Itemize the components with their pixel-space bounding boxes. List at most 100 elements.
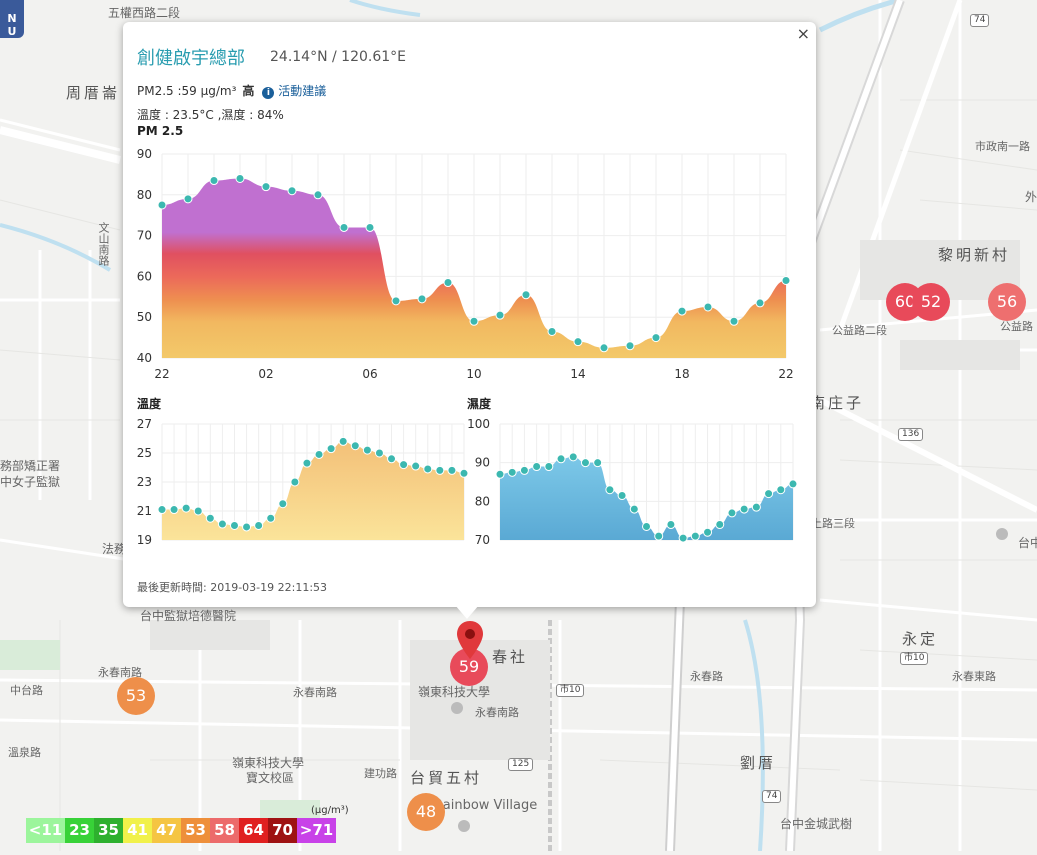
route-shield: 125 xyxy=(508,758,534,771)
legend-unit: (μg/m³) xyxy=(311,805,349,816)
menu-tab-letter: U xyxy=(7,25,17,38)
x-tick-label: 02 xyxy=(258,367,273,381)
x-tick-label: 14 xyxy=(570,367,585,381)
data-point xyxy=(235,173,245,183)
data-point xyxy=(495,469,505,479)
y-tick-label: 90 xyxy=(475,456,490,470)
y-tick-label: 27 xyxy=(137,417,152,431)
y-tick-label: 19 xyxy=(137,533,152,547)
pm-reading: PM2.5 :59 μg/m³ 高 i 活動建議 xyxy=(137,82,326,99)
info-icon: i xyxy=(262,87,275,99)
temperature-chart: 19 21 23 25 27 xyxy=(137,417,468,547)
map-label-liucuo: 劉厝 xyxy=(740,754,777,772)
map-label-wuheng: 五權西路二段 xyxy=(108,6,181,20)
place-pin-icon[interactable] xyxy=(451,702,463,714)
route-shield: 74 xyxy=(762,790,782,803)
map-label-wai: 外 xyxy=(1025,190,1037,204)
menu-tab-letter: N xyxy=(7,12,17,25)
close-button[interactable]: × xyxy=(796,24,810,43)
place-pin-icon[interactable] xyxy=(996,528,1008,540)
data-point xyxy=(605,485,615,495)
map-label-gongyi: 公益路二段 xyxy=(832,324,887,337)
data-point xyxy=(727,508,737,518)
data-point xyxy=(261,182,271,192)
map-label-yongchun-road: 永春路 xyxy=(690,670,723,683)
y-tick-label: 90 xyxy=(137,147,152,161)
station-title: 創健啟宇總部 xyxy=(137,48,245,69)
data-point xyxy=(729,316,739,326)
map-label-nanxiang: 南庄子 xyxy=(810,394,865,412)
x-tick-label: 22 xyxy=(778,367,793,381)
legend-item-1: 23 xyxy=(65,818,94,843)
data-point xyxy=(169,505,179,515)
data-point xyxy=(266,513,276,523)
humidity-chart: 70 80 90 100 xyxy=(467,417,798,547)
data-point xyxy=(254,521,264,530)
data-point xyxy=(242,522,252,532)
activity-advice-link[interactable]: i 活動建議 xyxy=(262,84,326,99)
y-tick-label: 70 xyxy=(475,533,490,547)
aqi-marker-56[interactable]: 56 xyxy=(988,283,1026,321)
x-tick-label: 22 xyxy=(154,367,169,381)
map-label-yongchun-south-3: 永春南路 xyxy=(475,706,519,719)
route-shield: 市10 xyxy=(556,684,585,697)
map-label-taizhong: 台中 xyxy=(1018,536,1037,550)
y-tick-label: 80 xyxy=(137,188,152,202)
data-point xyxy=(495,310,505,320)
data-point xyxy=(678,533,688,543)
map-label-gongyi-3: 公益路 xyxy=(1000,320,1033,333)
aqi-marker-52[interactable]: 52 xyxy=(912,283,950,321)
temp-chart-title: 溫度 xyxy=(137,397,162,411)
data-point xyxy=(532,462,542,472)
data-point xyxy=(314,449,324,459)
data-point xyxy=(544,462,554,472)
data-point xyxy=(423,464,433,474)
legend-item-6: 58 xyxy=(210,818,239,843)
temp-humidity-reading: 溫度 : 23.5°C ,濕度 : 84% xyxy=(137,108,284,122)
data-point xyxy=(443,278,453,288)
data-point xyxy=(365,222,375,232)
data-point xyxy=(521,290,531,300)
area-fill xyxy=(500,456,793,540)
data-point xyxy=(338,436,348,446)
data-point xyxy=(302,458,312,468)
aqi-marker-48[interactable]: 48 xyxy=(407,793,445,831)
map-label-wenquan: 溫泉路 xyxy=(8,746,41,759)
data-point xyxy=(417,294,427,304)
map-label-wenshan: 文山南路 xyxy=(97,222,110,266)
aqi-marker-53[interactable]: 53 xyxy=(117,677,155,715)
route-shield: 74 xyxy=(970,14,990,27)
place-pin-icon[interactable] xyxy=(458,820,470,832)
map-label-yongchun-south-1: 永春南路 xyxy=(98,666,142,679)
data-point xyxy=(580,458,590,468)
pm-chart-title: PM 2.5 xyxy=(137,124,184,138)
data-point xyxy=(205,513,215,523)
area-fill xyxy=(162,178,786,358)
area-fill xyxy=(162,441,464,540)
map-label-prison-hospital: 台中監獄培德醫院 xyxy=(140,609,237,623)
x-tick-label: 06 xyxy=(362,367,377,381)
y-tick-label: 80 xyxy=(475,494,490,508)
station-popup: × 創健啟宇總部 24.14°N / 120.61°E PM2.5 :59 μg… xyxy=(123,22,816,607)
legend-item-9: >71 xyxy=(297,818,336,843)
station-coords: 24.14°N / 120.61°E xyxy=(270,49,407,65)
map-label-baowen-campus: 寶文校區 xyxy=(246,771,295,785)
data-point xyxy=(519,465,529,475)
data-point xyxy=(690,531,700,541)
data-point xyxy=(703,302,713,312)
location-pin-icon[interactable] xyxy=(456,620,484,660)
data-point xyxy=(313,190,323,200)
map-label-jincheng: 台中金城武樹 xyxy=(780,817,853,831)
data-point xyxy=(181,503,191,513)
pm-legend: <11 23 35 41 47 53 58 64 70 >71 xyxy=(26,818,336,843)
data-point xyxy=(339,222,349,232)
map-label-liming: 黎明新村 xyxy=(938,246,1011,264)
data-point xyxy=(703,527,713,537)
pm-value: PM2.5 :59 μg/m³ xyxy=(137,84,237,98)
y-tick-label: 70 xyxy=(137,229,152,243)
data-point xyxy=(399,460,409,470)
data-point xyxy=(193,506,203,516)
legend-item-2: 35 xyxy=(94,818,123,843)
